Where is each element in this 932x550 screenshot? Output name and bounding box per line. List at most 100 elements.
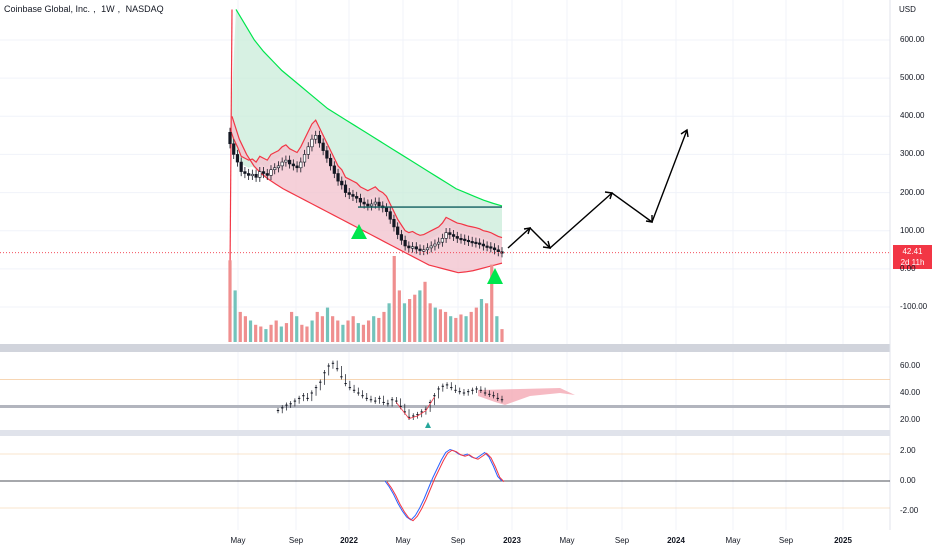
candle-body — [347, 192, 351, 195]
last-price-value: 42.41 — [902, 247, 923, 256]
volume-bar — [346, 320, 350, 342]
rsi-signal-line — [396, 396, 435, 420]
volume-bar — [361, 324, 366, 342]
symbol-name: Coinbase Global, Inc. — [4, 4, 91, 14]
candle-body — [377, 201, 381, 207]
time-tick-label: Sep — [288, 536, 304, 545]
candle-body — [410, 246, 415, 249]
time-tick-label: May — [559, 536, 575, 545]
projection-arrowhead — [645, 215, 653, 223]
volume-bar — [428, 303, 432, 342]
candle-body — [314, 135, 318, 140]
volume-bar — [284, 323, 289, 342]
interval-label: 1W — [101, 4, 115, 14]
candle-body — [392, 218, 396, 228]
rsi-tick-label: 20.00 — [900, 415, 921, 424]
buy-signal-triangle-2 — [487, 268, 503, 284]
chart-title: Coinbase Global, Inc., 1W, NASDAQ — [4, 4, 164, 14]
osc-line-red — [386, 449, 505, 522]
price-tick-label: 0.00 — [900, 263, 916, 273]
volume-bar — [459, 314, 463, 342]
candle-body — [459, 238, 463, 241]
volume-bar — [366, 320, 371, 342]
volume-bar — [310, 320, 314, 342]
candle-body — [481, 243, 485, 247]
rsi-panel — [0, 360, 890, 428]
candle-body — [232, 143, 236, 155]
volume-bar — [372, 316, 376, 342]
mid-band-line — [229, 119, 503, 239]
candle-body — [425, 247, 430, 251]
candle-body — [332, 165, 336, 174]
candle-body — [261, 171, 266, 174]
volume-panel — [228, 256, 504, 342]
volume-bar — [449, 316, 453, 342]
price-tick-label: 200.00 — [900, 187, 925, 197]
candle-body — [478, 242, 482, 245]
candle-body — [455, 236, 459, 239]
rsi-tick-label: 40.00 — [900, 388, 921, 397]
volume-bar — [274, 320, 278, 342]
osc-tick-label: -2.00 — [900, 506, 919, 515]
osc-tick-label: 0.00 — [900, 476, 916, 485]
price-tick-label: 600.00 — [900, 35, 925, 44]
volume-bar — [341, 324, 345, 342]
price-panel — [0, 9, 890, 274]
lower-band-line — [231, 116, 503, 274]
projection-arrowhead — [542, 240, 551, 249]
buy-signal-triangle-1 — [351, 224, 367, 239]
time-tick-label: Sep — [450, 536, 466, 545]
volume-bar — [356, 323, 360, 342]
candle-body — [340, 180, 344, 186]
candle-body — [269, 169, 273, 176]
volume-bar — [254, 324, 258, 342]
volume-bar — [397, 290, 401, 342]
volume-bar — [325, 307, 330, 342]
candle-body — [414, 246, 418, 250]
volume-bar — [464, 316, 468, 342]
osc-tick-label: 2.00 — [900, 446, 916, 455]
time-tick-label: 2022 — [340, 536, 358, 545]
panel-separator-2[interactable] — [0, 430, 890, 436]
oscillator-panel — [0, 448, 890, 522]
panel-separator-1[interactable] — [0, 344, 890, 352]
volume-bar — [351, 316, 355, 342]
volume-bar — [305, 326, 309, 342]
time-tick-label: Sep — [778, 536, 794, 545]
candle-body — [388, 211, 392, 220]
time-tick-label: Sep — [614, 536, 630, 545]
osc-line-blue — [384, 448, 503, 521]
volume-bar — [495, 316, 499, 342]
candle-body — [399, 234, 403, 241]
candle-body — [243, 171, 247, 174]
candle-body — [440, 238, 444, 243]
candle-body — [463, 238, 467, 241]
volume-bar — [408, 299, 412, 342]
volume-bar — [243, 316, 247, 342]
candle-body — [396, 226, 400, 235]
candle-body — [284, 159, 288, 163]
volume-bar — [402, 303, 407, 342]
upper-band-line — [235, 9, 503, 207]
volume-bar — [248, 320, 253, 342]
candle-body — [407, 245, 411, 249]
rsi-signal-marker — [425, 422, 431, 428]
candle-body — [325, 150, 329, 159]
candle-body — [258, 171, 262, 178]
projection-arrowhead — [604, 191, 613, 200]
candle-body — [306, 146, 310, 155]
volume-bar — [500, 329, 504, 342]
time-tick-label: 2023 — [503, 536, 521, 545]
candle-body — [485, 245, 489, 248]
candle-body — [474, 241, 478, 244]
annotations[interactable] — [351, 128, 689, 284]
volume-bar — [392, 256, 396, 342]
candle-body — [295, 165, 299, 169]
upper-band-fill — [230, 9, 502, 246]
volume-bar — [413, 294, 417, 342]
volume-bar — [279, 326, 283, 342]
candle-body — [369, 203, 374, 207]
candle-body — [265, 173, 269, 176]
volume-bar — [295, 316, 299, 342]
